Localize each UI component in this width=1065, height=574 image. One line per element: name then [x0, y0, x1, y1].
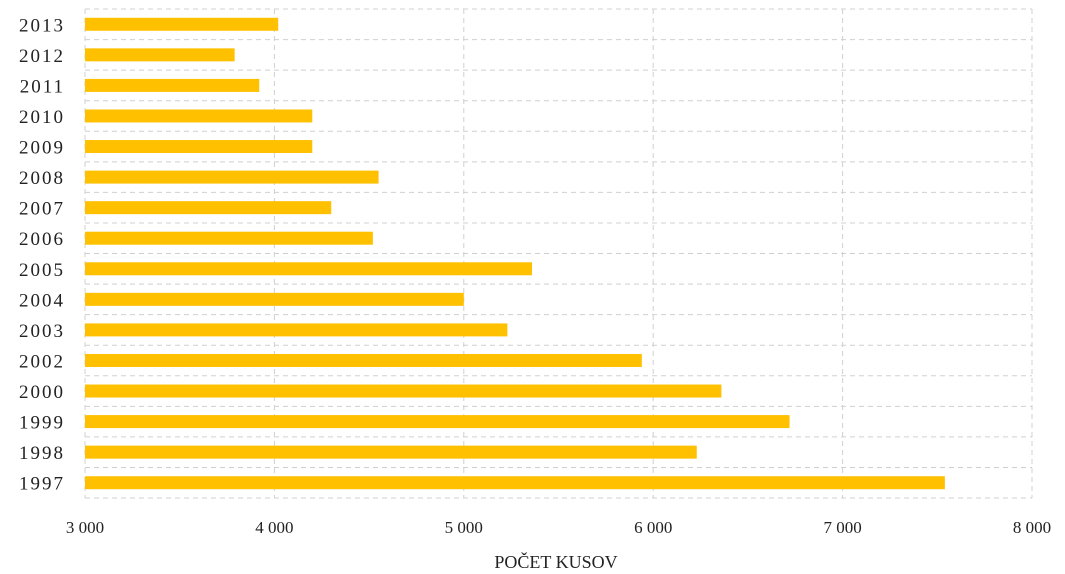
y-tick-label: 2003	[19, 321, 65, 342]
bar-1997	[85, 476, 945, 490]
x-tick-label: 4 000	[255, 518, 293, 537]
bar-2002	[85, 353, 642, 367]
x-tick-label: 6 000	[634, 518, 672, 537]
bar-2011	[85, 78, 260, 92]
y-tick-label: 2011	[20, 76, 65, 97]
y-tick-label: 1997	[19, 474, 65, 495]
bars	[85, 17, 945, 490]
x-axis-title: POČET KUSOV	[494, 551, 617, 572]
bar-2009	[85, 140, 313, 154]
bar-2005	[85, 262, 532, 276]
y-tick-label: 2010	[19, 107, 65, 128]
bar-2013	[85, 17, 279, 31]
bar-2007	[85, 201, 332, 215]
x-tick-label: 8 000	[1013, 518, 1051, 537]
x-tick-label: 3 000	[66, 518, 104, 537]
bar-2000	[85, 384, 722, 398]
bar-2003	[85, 323, 508, 337]
bar-2010	[85, 109, 313, 123]
grid	[84, 8, 1033, 499]
y-tick-label: 2008	[19, 168, 65, 189]
bar-1998	[85, 445, 697, 459]
y-tick-label: 2009	[19, 138, 65, 159]
y-tick-label: 1999	[19, 413, 65, 434]
bar-2012	[85, 48, 235, 62]
y-tick-label: 2005	[19, 260, 65, 281]
x-tick-label: 5 000	[445, 518, 483, 537]
x-tick-label: 7 000	[823, 518, 861, 537]
y-axis-labels: 1997 1998 1999 2000 2002 2003 2004 2005 2006 2007…	[19, 15, 65, 495]
y-tick-label: 2006	[19, 229, 65, 250]
y-tick-label: 2013	[19, 15, 65, 36]
bar-2004	[85, 292, 464, 306]
y-tick-label: 2007	[19, 199, 65, 220]
y-tick-label: 2000	[19, 382, 65, 403]
bar-1999	[85, 415, 790, 429]
x-axis-labels: 3 000 4 000 5 000 6 000 7 000 8 000	[66, 518, 1051, 537]
bar-2006	[85, 231, 373, 245]
y-tick-label: 2002	[19, 351, 65, 372]
bar-2008	[85, 170, 379, 184]
y-tick-label: 1998	[19, 443, 65, 464]
y-tick-label: 2004	[19, 290, 65, 311]
y-tick-label: 2012	[19, 46, 65, 67]
